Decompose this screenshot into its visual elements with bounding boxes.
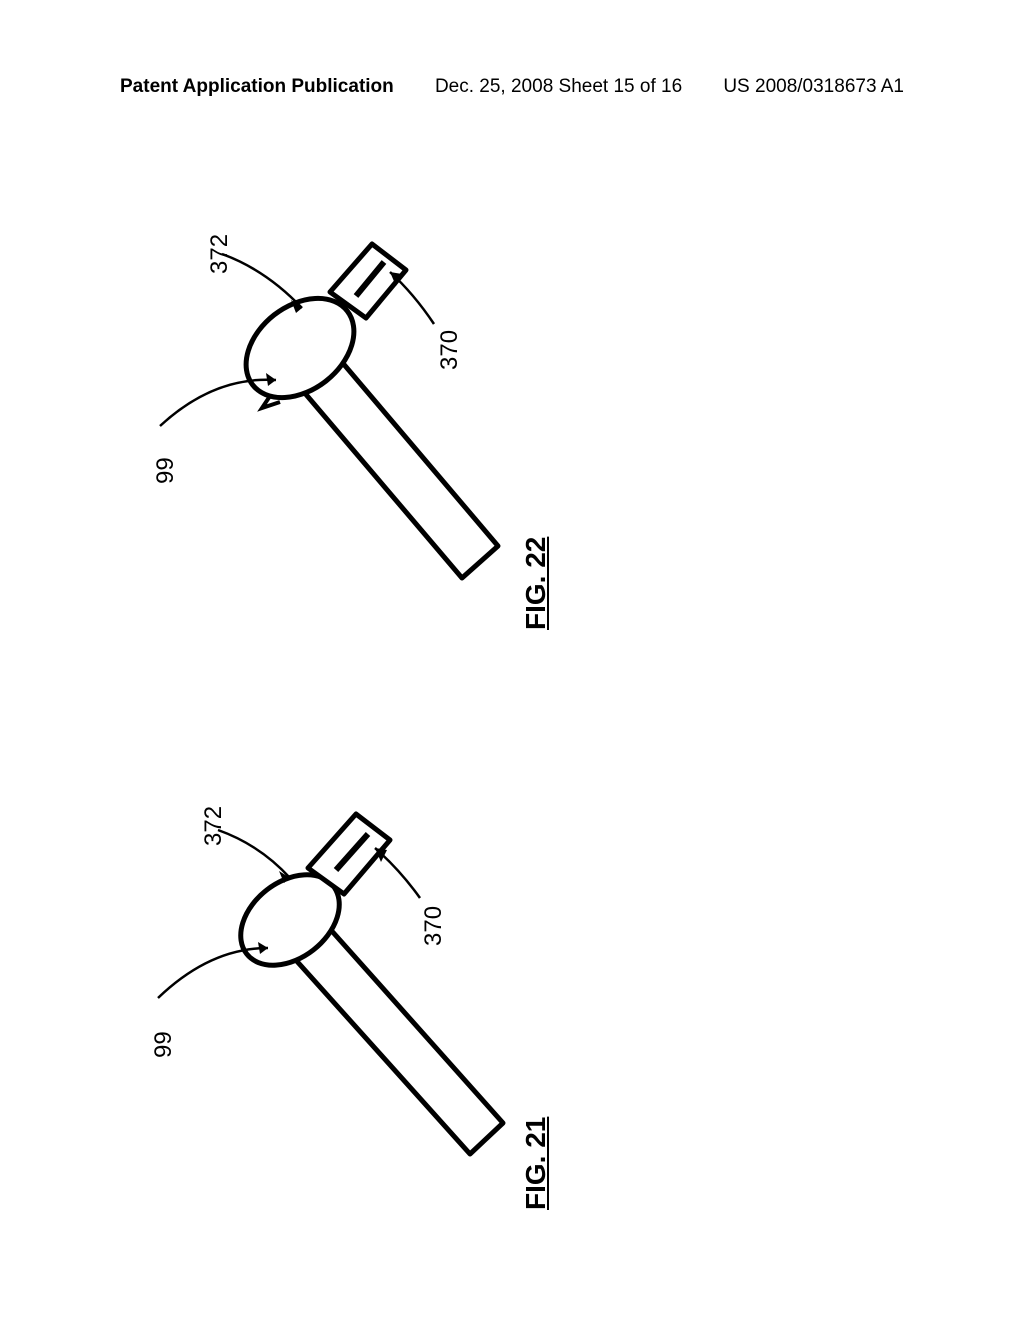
fig21-ref-99: 99: [150, 1031, 178, 1058]
fig22-label: FIG. 22: [520, 537, 552, 630]
fig22-ref-372: 372: [206, 234, 234, 274]
fig-21-drawing: [110, 770, 530, 1190]
fig21-ref-370: 370: [420, 906, 448, 946]
header-publication: Patent Application Publication: [120, 76, 394, 98]
fig22-ref-99: 99: [152, 457, 180, 484]
fig21-ref-372: 372: [200, 806, 228, 846]
header-patent-number: US 2008/0318673 A1: [723, 76, 904, 98]
fig-22-drawing: [110, 190, 530, 610]
fig22-ref-370: 370: [436, 330, 464, 370]
page-header: Patent Application Publication Dec. 25, …: [0, 76, 1024, 98]
header-date-sheet: Dec. 25, 2008 Sheet 15 of 16: [435, 76, 682, 98]
figure-area: 99 372 370 FIG. 21 99 372 370 FIG. 22: [120, 150, 904, 1260]
fig21-label: FIG. 21: [520, 1117, 552, 1210]
